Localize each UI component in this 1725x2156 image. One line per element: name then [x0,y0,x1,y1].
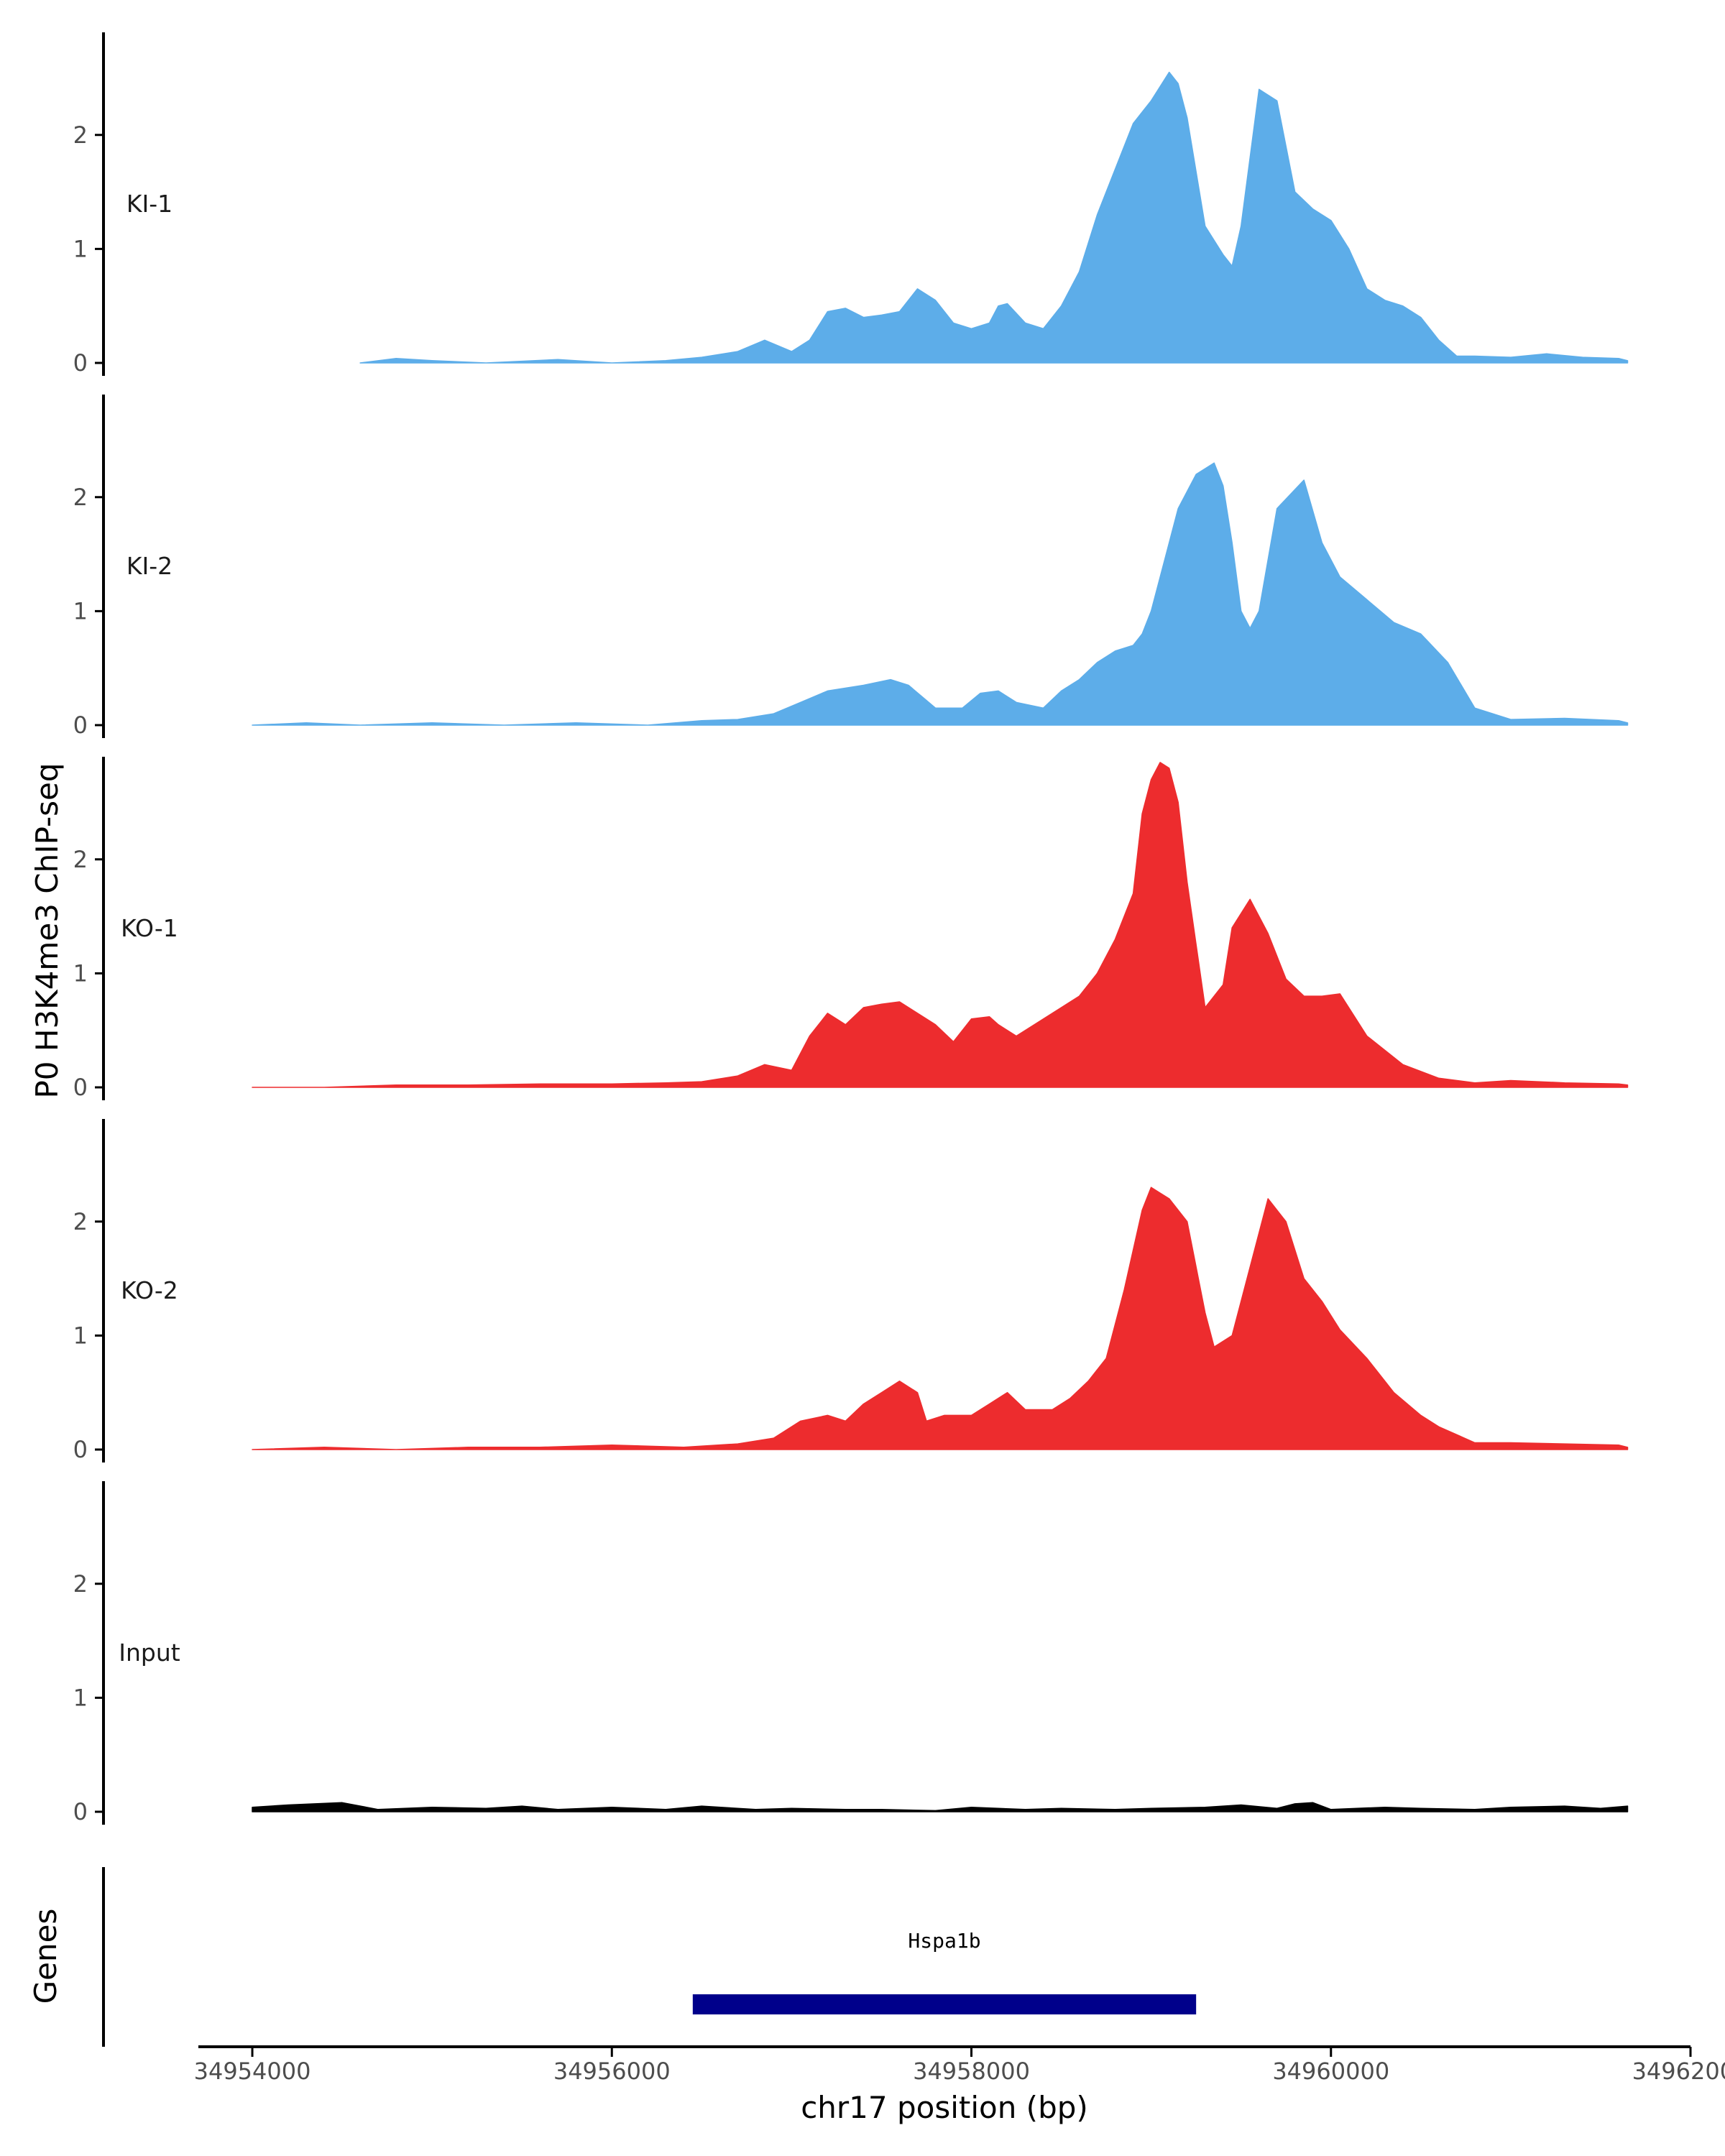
x-tick-label: 34960000 [1272,2058,1389,2085]
y-tick-label: 0 [73,711,88,739]
track-label: KI-1 [126,190,172,218]
coverage-area-ko-1 [252,762,1629,1088]
gene-models: Hspa1b [692,1929,1197,2014]
y-tick-label: 2 [73,484,88,511]
y-tick-label: 1 [73,597,88,625]
gene-label: Hspa1b [908,1929,980,1953]
x-tick-label: 34962000 [1632,2058,1725,2085]
track-ko-1: 0 1 2 KO-1 [73,757,1629,1101]
track-label: Input [119,1639,180,1667]
gene-body-hspa1b [692,1994,1197,2014]
track-input: 0 1 2 Input [73,1481,1629,1825]
coverage-area-ki-2 [252,462,1629,726]
x-tick-label: 34956000 [553,2058,671,2085]
y-tick-label: 2 [73,846,88,873]
y-tick-label: 0 [73,349,88,377]
x-axis-title: chr17 position (bp) [801,2090,1088,2125]
y-tick-label: 1 [73,1322,88,1349]
gene-track-label: Genes [28,1909,63,2004]
x-axis: 34954000 34956000 34958000 34960000 34962000… [194,2045,1725,2125]
track-label: KO-1 [121,914,178,942]
y-tick-label: 1 [73,959,88,987]
track-label: KI-2 [126,552,172,580]
y-tick-label: 0 [73,1074,88,1101]
x-ticks: 34954000 34956000 34958000 34960000 34962000 [194,2047,1725,2085]
track-ko-2: 0 1 2 KO-2 [73,1119,1629,1463]
coverage-area-ki-1 [359,71,1629,364]
coverage-area-ko-2 [252,1187,1629,1450]
y-tick-label: 1 [73,1684,88,1711]
y-tick-label: 0 [73,1798,88,1825]
track-ki-2: 0 1 2 KI-2 [73,395,1629,739]
y-tick-label: 2 [73,1570,88,1598]
coverage-area-input [252,1802,1629,1812]
coverage-tracks: 0 1 2 KI-1 0 1 2 KI-2 0 1 2 KO-1 0 1 2 KO-2 0 1 2 Input [73,32,1629,1825]
y-tick-label: 1 [73,235,88,262]
track-ki-1: 0 1 2 KI-1 [73,32,1629,377]
x-tick-label: 34958000 [913,2058,1030,2085]
y-tick-label: 0 [73,1436,88,1463]
gene-annotation-panel: Genes Hspa1b [28,1867,1197,2047]
y-tick-label: 2 [73,121,88,149]
y-axis-title: P0 H3K4me3 ChIP-seq [29,763,65,1098]
track-label: KO-2 [121,1276,178,1304]
y-tick-label: 2 [73,1208,88,1235]
x-tick-label: 34954000 [194,2058,311,2085]
